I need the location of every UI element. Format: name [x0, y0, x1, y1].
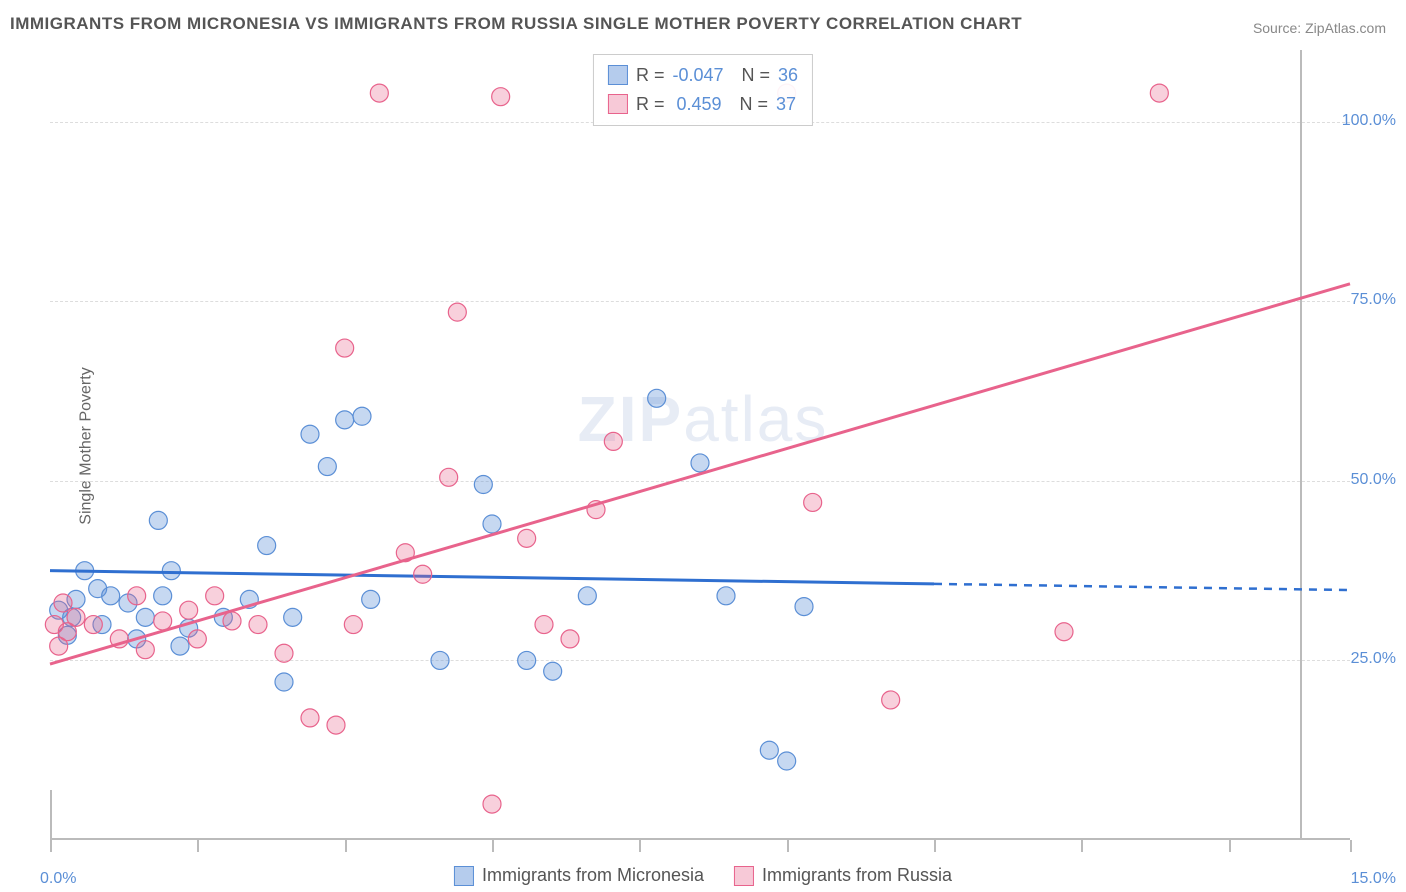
data-point [544, 662, 562, 680]
data-point [778, 752, 796, 770]
y-tick-label: 75.0% [1351, 291, 1396, 309]
data-point [344, 616, 362, 634]
data-point [336, 411, 354, 429]
trend-line [50, 284, 1350, 664]
x-tick-mark [197, 840, 199, 852]
data-point [648, 389, 666, 407]
x-tick-mark [1350, 840, 1352, 852]
source-label: Source: ZipAtlas.com [1253, 20, 1386, 36]
data-point [448, 303, 466, 321]
y-tick-label: 25.0% [1351, 650, 1396, 668]
data-point [804, 493, 822, 511]
x-tick-mark [345, 840, 347, 852]
data-point [474, 476, 492, 494]
legend-row-russia: R = 0.459 N = 37 [608, 90, 798, 119]
x-tick-mark [492, 840, 494, 852]
y-tick-label: 50.0% [1351, 471, 1396, 489]
data-point [67, 608, 85, 626]
x-tick-mark [787, 840, 789, 852]
data-point [284, 608, 302, 626]
data-point [717, 587, 735, 605]
data-point [223, 612, 241, 630]
data-point [795, 598, 813, 616]
legend-label: Immigrants from Russia [762, 865, 952, 886]
data-point [102, 587, 120, 605]
legend-row-micronesia: R = -0.047 N = 36 [608, 61, 798, 90]
data-point [275, 673, 293, 691]
correlation-legend: R = -0.047 N = 36 R = 0.459 N = 37 [593, 54, 813, 126]
data-point [431, 651, 449, 669]
data-point [301, 425, 319, 443]
swatch-pink-icon [608, 94, 628, 114]
data-point [318, 458, 336, 476]
data-point [561, 630, 579, 648]
data-point [84, 616, 102, 634]
data-point [206, 587, 224, 605]
data-point [249, 616, 267, 634]
x-tick-label-max: 15.0% [1351, 870, 1396, 888]
data-point [483, 515, 501, 533]
data-point [275, 644, 293, 662]
data-point [149, 511, 167, 529]
data-point [162, 562, 180, 580]
x-tick-mark [934, 840, 936, 852]
data-point [760, 741, 778, 759]
data-point [492, 88, 510, 106]
trend-line-dashed [934, 584, 1350, 590]
data-point [370, 84, 388, 102]
swatch-pink-icon [734, 866, 754, 886]
data-point [440, 468, 458, 486]
data-point [188, 630, 206, 648]
data-point [691, 454, 709, 472]
x-tick-mark [639, 840, 641, 852]
data-point [578, 587, 596, 605]
data-point [518, 529, 536, 547]
data-point [301, 709, 319, 727]
x-tick-label-min: 0.0% [40, 870, 76, 888]
data-point [604, 432, 622, 450]
data-point [336, 339, 354, 357]
data-point [414, 565, 432, 583]
data-point [1055, 623, 1073, 641]
data-point [171, 637, 189, 655]
legend-item-russia: Immigrants from Russia [734, 865, 952, 886]
data-point [353, 407, 371, 425]
data-point [535, 616, 553, 634]
data-point [136, 608, 154, 626]
data-point [483, 795, 501, 813]
data-point [362, 590, 380, 608]
data-point [54, 594, 72, 612]
swatch-blue-icon [454, 866, 474, 886]
swatch-blue-icon [608, 65, 628, 85]
scatter-chart [50, 50, 1350, 840]
data-point [1150, 84, 1168, 102]
data-point [882, 691, 900, 709]
x-tick-mark [1081, 840, 1083, 852]
x-tick-mark [1229, 840, 1231, 852]
legend-label: Immigrants from Micronesia [482, 865, 704, 886]
data-point [518, 651, 536, 669]
data-point [327, 716, 345, 734]
data-point [154, 587, 172, 605]
x-tick-mark [50, 840, 52, 852]
trend-line [50, 571, 934, 584]
data-point [154, 612, 172, 630]
data-point [128, 587, 146, 605]
data-point [180, 601, 198, 619]
series-legend: Immigrants from Micronesia Immigrants fr… [454, 865, 952, 886]
legend-item-micronesia: Immigrants from Micronesia [454, 865, 704, 886]
data-point [136, 641, 154, 659]
chart-title: IMMIGRANTS FROM MICRONESIA VS IMMIGRANTS… [10, 14, 1022, 34]
data-point [258, 537, 276, 555]
